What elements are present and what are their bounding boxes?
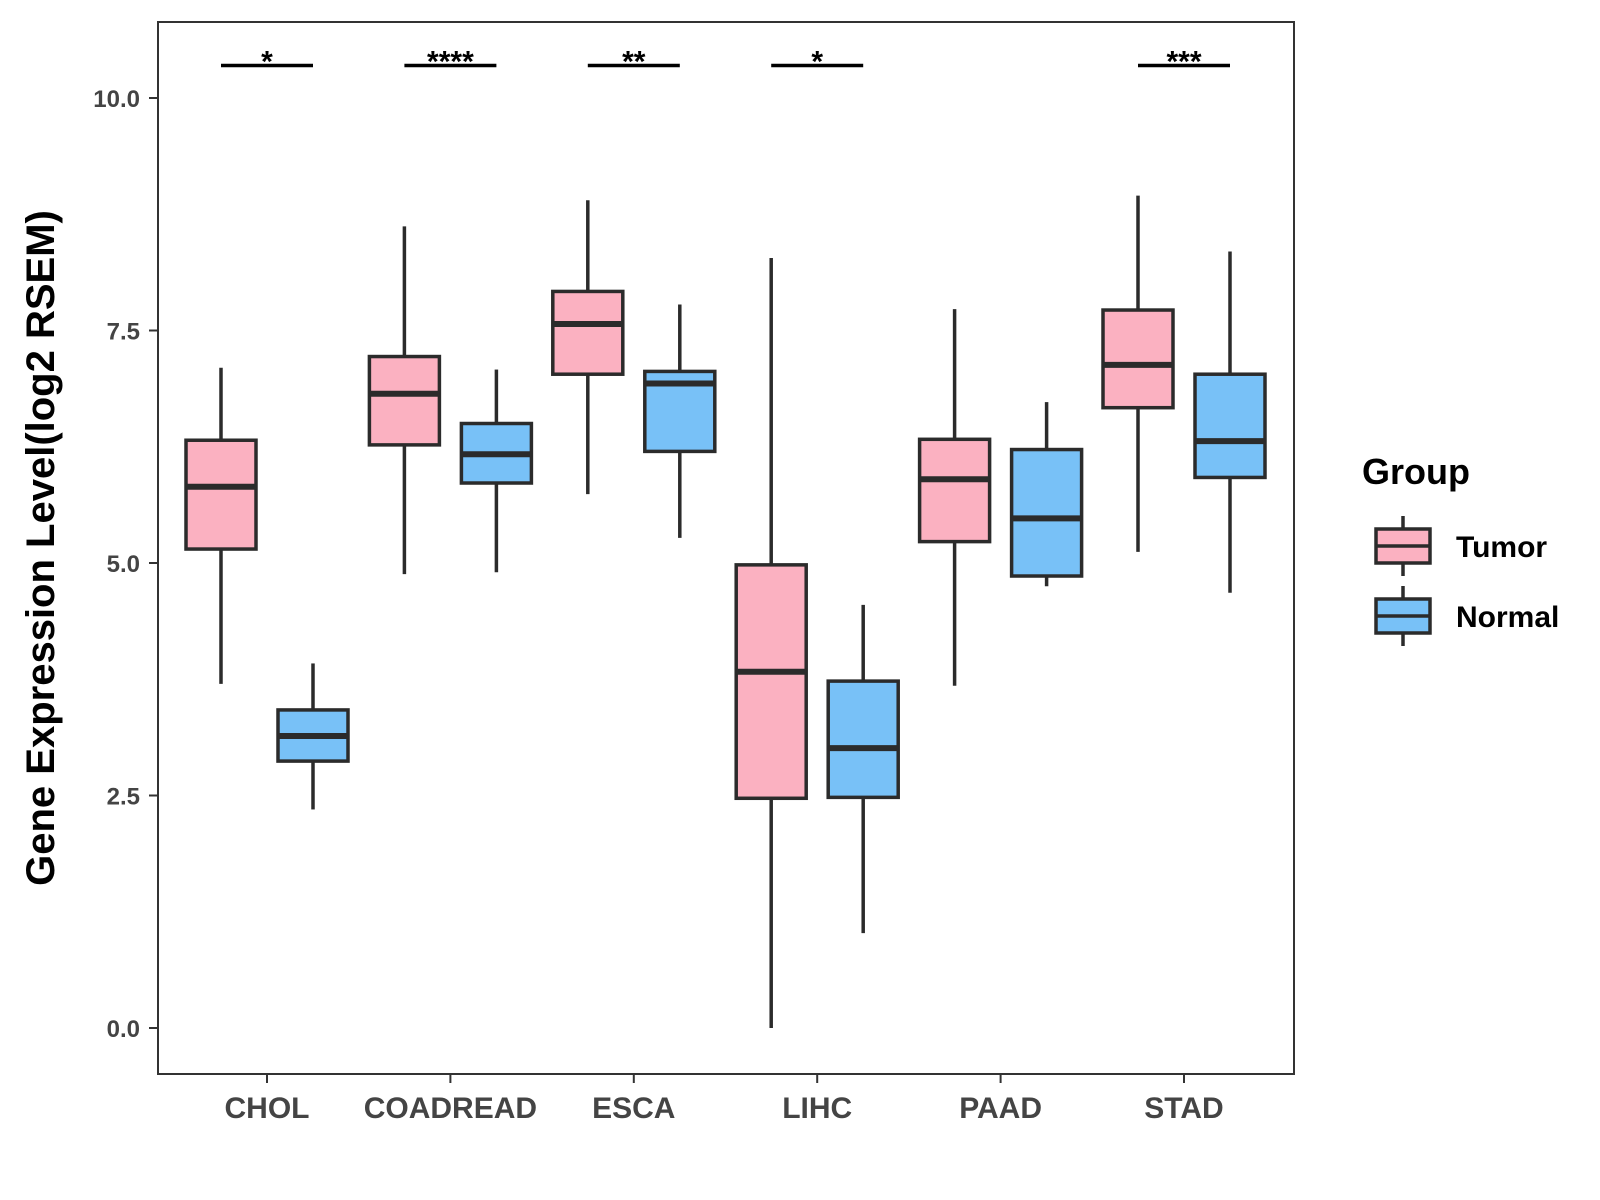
significance-label: ** <box>622 45 646 78</box>
box-body <box>734 563 808 801</box>
legend-label: Normal <box>1456 601 1559 634</box>
x-tick-label: STAD <box>1144 1092 1223 1125</box>
y-tick-label: 7.5 <box>107 319 140 346</box>
box-tumor-chol <box>184 367 258 684</box>
x-tick-label: CHOL <box>225 1092 310 1125</box>
legend-label: Tumor <box>1456 531 1547 564</box>
legend: Group Tumor Normal <box>1362 451 1559 646</box>
x-tick-label: PAAD <box>959 1092 1042 1125</box>
box-body <box>551 289 625 376</box>
y-axis-title: Gene Expression Level(log2 RSEM) <box>19 210 63 886</box>
box-normal-chol <box>276 663 350 810</box>
box-normal-esca <box>643 304 717 538</box>
y-tick-label: 10.0 <box>93 86 140 113</box>
box-body <box>1101 308 1175 410</box>
y-tick-label: 0.0 <box>107 1016 140 1043</box>
boxes-layer <box>184 195 1267 1028</box>
x-axis: CHOL COADREAD ESCA LIHC PAAD STAD <box>225 1074 1224 1125</box>
box-normal-stad <box>1193 251 1267 593</box>
box-tumor-lihc <box>734 257 808 1028</box>
significance-layer: * **** ** * *** <box>221 45 1230 78</box>
legend-item-tumor: Tumor <box>1374 516 1547 576</box>
box-tumor-coadread <box>367 226 442 575</box>
x-tick-label: COADREAD <box>364 1092 537 1125</box>
box-body <box>917 437 992 544</box>
box-tumor-stad <box>1101 195 1175 552</box>
x-tick-label: ESCA <box>592 1092 675 1125</box>
box-body <box>826 679 900 800</box>
box-tumor-paad <box>917 309 992 686</box>
box-tumor-esca <box>551 200 625 495</box>
legend-item-normal: Normal <box>1374 586 1559 646</box>
box-normal-coadread <box>459 369 534 573</box>
x-tick-label: LIHC <box>782 1092 852 1125</box>
significance-label: * <box>811 45 823 78</box>
box-body <box>1193 372 1267 480</box>
plot-panel <box>157 21 1295 1075</box>
y-axis: 0.0 2.5 5.0 7.5 10.0 <box>93 86 158 1043</box>
box-body <box>184 438 258 551</box>
legend-title: Group <box>1362 451 1470 492</box>
y-tick-label: 2.5 <box>107 784 140 811</box>
box-body <box>367 354 442 447</box>
box-normal-lihc <box>826 604 900 934</box>
box-body <box>1009 447 1084 578</box>
significance-label: **** <box>427 45 474 78</box>
significance-label: *** <box>1166 45 1201 78</box>
significance-label: * <box>261 45 273 78</box>
y-tick-label: 5.0 <box>107 551 140 578</box>
box-normal-paad <box>1009 402 1084 587</box>
